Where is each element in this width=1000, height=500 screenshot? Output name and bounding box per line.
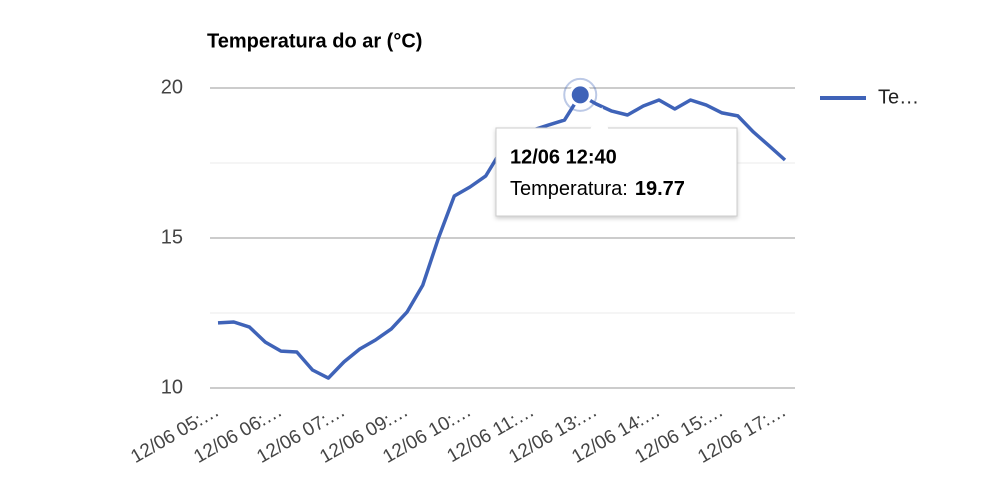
chart-title: Temperatura do ar (°C) [207,30,422,52]
tooltip-value: 19.77 [635,178,685,200]
y-tick-label: 15 [161,226,183,248]
highlight-point [568,83,592,107]
y-tick-label: 10 [161,376,183,398]
y-tick-label: 20 [161,76,183,98]
legend[interactable]: Te… [820,86,919,108]
tooltip-line: Temperatura: 19.77 [510,178,685,200]
tooltip-label: Temperatura: [510,178,628,200]
tooltip-pointer [590,106,609,129]
tooltip-title: 12/06 12:40 [510,146,617,168]
tooltip: 12/06 12:40 Temperatura: 19.77 [495,77,738,217]
legend-label: Te… [878,86,919,108]
tooltip-box [495,127,738,217]
point-halo [563,77,598,112]
